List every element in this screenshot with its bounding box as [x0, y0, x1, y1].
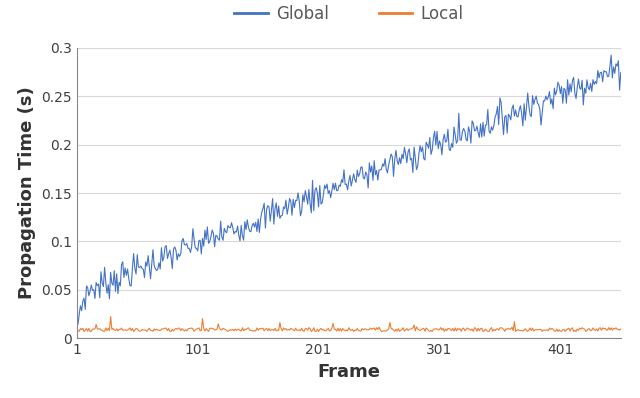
Line: Local: Local	[77, 317, 621, 332]
Local	[155, 328, 163, 333]
Local	[372, 328, 380, 332]
Global	[154, 267, 162, 271]
X-axis label: Frame: Frame	[317, 363, 380, 381]
Local	[107, 314, 115, 319]
Legend: Global, Local: Global, Local	[228, 0, 470, 29]
Local	[73, 326, 81, 331]
Y-axis label: Propagation Time (s): Propagation Time (s)	[18, 87, 36, 299]
Global	[442, 140, 449, 144]
Global	[299, 192, 307, 197]
Global	[607, 53, 615, 57]
Local	[100, 329, 108, 334]
Local	[86, 329, 94, 334]
Global	[74, 322, 82, 327]
Global	[73, 313, 81, 318]
Global	[530, 102, 538, 107]
Global	[371, 158, 378, 163]
Local	[300, 329, 308, 334]
Global	[100, 284, 108, 289]
Local	[443, 328, 451, 333]
Local	[531, 328, 539, 332]
Local	[617, 327, 625, 332]
Line: Global: Global	[77, 55, 621, 324]
Global	[617, 70, 625, 75]
